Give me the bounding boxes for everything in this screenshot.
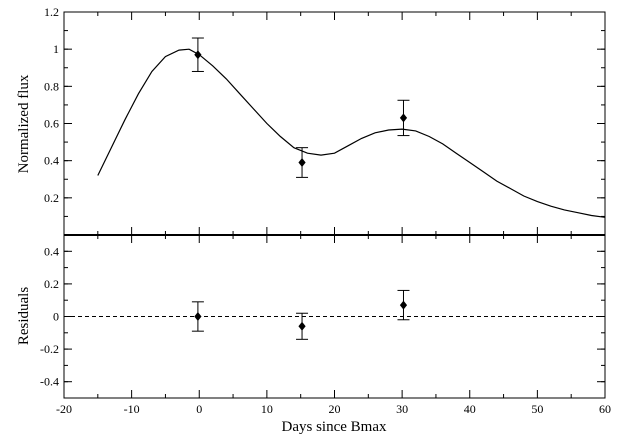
flux-y-ticks: 0.2 0.4 0.6 0.8 1 1.2 [44, 5, 605, 217]
residual-x-tick-label: 30 [396, 402, 408, 416]
flux-y-tick-label: 1 [53, 42, 59, 56]
residuals-y-axis-title: Residuals [16, 287, 32, 345]
residual-x-tick-label: 60 [599, 402, 611, 416]
residual-y-tick-label: -0.4 [40, 375, 59, 389]
residual-x-tick-label: 50 [531, 402, 543, 416]
flux-panel-frame [63, 11, 606, 236]
residual-y-tick-label: -0.2 [40, 342, 59, 356]
flux-y-tick-label: 0.4 [44, 154, 59, 168]
flux-data-points [191, 37, 410, 178]
residual-data-points [191, 289, 410, 340]
residual-x-tick-label: 40 [464, 402, 476, 416]
residual-x-tick-label: -10 [124, 402, 140, 416]
residual-point-marker [399, 300, 408, 310]
residuals-x-ticks: -20 -10 0 10 20 30 40 50 60 [56, 235, 611, 416]
residuals-panel: -0.4 -0.2 0 0.2 0.4 -20 -10 0 10 20 30 40 50 60 Resi… [16, 234, 611, 435]
flux-y-tick-label: 1.2 [44, 5, 59, 19]
residual-y-tick-label: 0.2 [44, 277, 59, 291]
flux-panel: 0.2 0.4 0.6 0.8 1 1.2 Normalized flux [16, 5, 606, 236]
model-curve [97, 48, 606, 218]
flux-y-tick-label: 0.2 [44, 191, 59, 205]
residuals-y-ticks: -0.4 -0.2 0 0.2 0.4 [40, 244, 605, 389]
residual-y-tick-label: 0.4 [44, 244, 59, 258]
residual-x-tick-label: 10 [261, 402, 273, 416]
residual-point-marker [194, 312, 202, 321]
flux-point-marker [194, 50, 202, 60]
flux-y-axis-title: Normalized flux [16, 74, 32, 173]
flux-point-marker [298, 158, 306, 168]
residuals-panel-frame [63, 234, 606, 399]
residual-point-marker [298, 321, 306, 331]
flux-y-tick-label: 0.6 [44, 117, 59, 131]
residual-x-tick-label: -20 [56, 402, 72, 416]
residual-x-tick-label: 20 [329, 402, 341, 416]
flux-y-tick-label: 0.8 [44, 79, 59, 93]
flux-point-marker [399, 113, 408, 123]
residual-x-tick-label: 0 [196, 402, 202, 416]
residual-y-tick-label: 0 [53, 310, 59, 324]
flux-x-ticks [97, 12, 572, 235]
x-axis-title: Days since Bmax [282, 419, 387, 435]
